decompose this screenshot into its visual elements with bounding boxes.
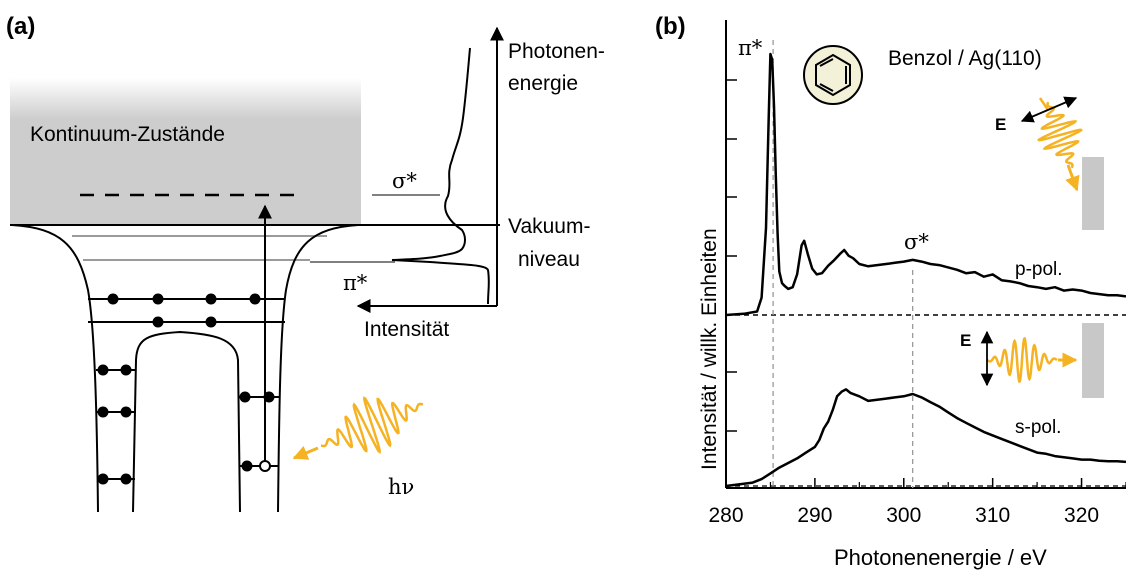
x-axis-label: Photonenenergie / eV xyxy=(834,545,1047,570)
pi-label-b: π* xyxy=(738,36,763,60)
potential-well-right-wall xyxy=(277,224,359,513)
s-pol-geometry-icon: E xyxy=(960,323,1104,398)
surface-block-p xyxy=(1082,157,1104,230)
sample-label: Benzol / Ag(110) xyxy=(888,47,1042,70)
pi-label-a: π* xyxy=(343,271,368,295)
sigma-label-a: σ* xyxy=(392,169,417,193)
series-p-pol xyxy=(725,52,1126,317)
x-ticks: 280 290 300 310 320 xyxy=(708,478,1126,527)
photon-label: hν xyxy=(388,475,414,499)
efield-arrow-p xyxy=(1020,96,1078,123)
y-axis-label: Intensität / willk. Einheiten xyxy=(698,228,721,470)
central-barrier xyxy=(132,330,241,513)
nexafs-spectrum-sketch xyxy=(391,47,490,305)
p-pol-label: p-pol. xyxy=(1015,259,1063,280)
plot-frame xyxy=(725,20,1126,489)
core-levels-right xyxy=(238,391,279,472)
panel-a-label: (a) xyxy=(6,13,35,40)
p-pol-geometry-icon: E xyxy=(995,96,1104,230)
x-tick-label: 310 xyxy=(975,504,1010,527)
intensity-axis-label: Intensität xyxy=(364,318,449,341)
panel-a: (a) Kontinuum-Zustände xyxy=(6,13,605,513)
efield-label-s: E xyxy=(960,331,971,350)
energy-axis-label-line2: energie xyxy=(508,72,578,95)
x-tick-label: 280 xyxy=(708,504,743,527)
panel-b: (b) 280 290 300 310 320 π* σ* Benzol / Ag(11… xyxy=(655,13,1126,570)
surface-block-s xyxy=(1082,323,1104,398)
photon-wavepacket xyxy=(292,396,424,460)
core-hole xyxy=(259,460,271,472)
s-pol-label: s-pol. xyxy=(1015,417,1061,438)
panel-b-label: (b) xyxy=(655,13,686,40)
efield-label-p: E xyxy=(995,115,1006,134)
vacuum-label-line2: niveau xyxy=(518,248,580,271)
electrons-level-1 xyxy=(107,293,261,305)
benzene-icon xyxy=(803,45,863,105)
y-ticks xyxy=(726,79,737,432)
x-tick-label: 300 xyxy=(886,504,921,527)
energy-axis-label-line1: Photonen- xyxy=(508,40,605,63)
x-tick-label: 320 xyxy=(1064,504,1099,527)
sigma-label-b: σ* xyxy=(904,230,929,254)
core-levels-left xyxy=(96,364,136,485)
continuum-label: Kontinuum-Zustände xyxy=(30,123,225,146)
x-tick-label: 290 xyxy=(797,504,832,527)
electrons-level-2 xyxy=(152,316,217,328)
continuum-region xyxy=(10,78,361,226)
potential-well-left-wall xyxy=(11,224,99,513)
series-s-pol xyxy=(725,388,1126,488)
vacuum-label-line1: Vakuum- xyxy=(508,215,590,238)
